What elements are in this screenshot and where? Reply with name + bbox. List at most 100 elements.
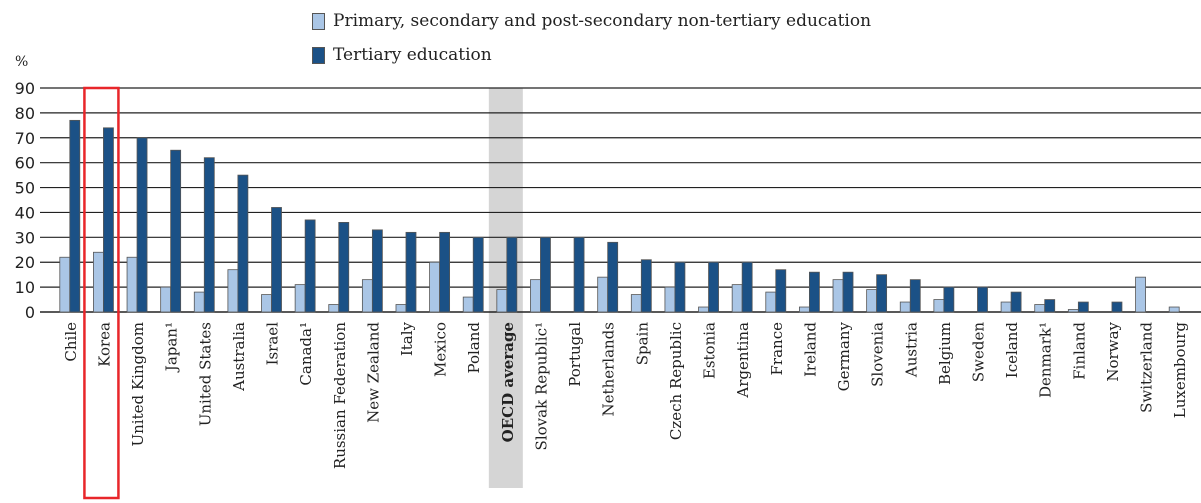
bar-tertiary-19 [708, 261, 719, 313]
bar-primary-16 [597, 276, 609, 313]
bar-primary-24 [866, 289, 878, 313]
bar-tertiary-12 [472, 236, 484, 313]
bar-tertiary-9 [371, 229, 383, 313]
x-label-7: Canada¹ [297, 322, 315, 386]
bar-tertiary-11 [439, 231, 451, 313]
x-label-16: Netherlands [600, 322, 618, 416]
x-label-13: OECD average [499, 322, 517, 442]
x-label-14: Slovak Republic¹ [532, 322, 550, 450]
y-tick-40: 40 [15, 203, 35, 222]
korea-highlight-box [83, 86, 120, 500]
x-label-17: Spain [633, 322, 651, 366]
legend-item-tertiary: Tertiary education [312, 44, 871, 66]
bar-tertiary-16 [607, 241, 619, 313]
bar-tertiary-25 [909, 279, 921, 313]
bar-primary-21 [765, 291, 777, 313]
x-label-33: Luxembourg [1171, 322, 1189, 419]
x-label-25: Austria [902, 322, 920, 378]
bar-primary-29 [1034, 304, 1046, 313]
x-label-8: Russian Federation [331, 322, 349, 469]
y-tick-0: 0 [25, 303, 35, 322]
x-label-15: Portugal [566, 322, 584, 387]
x-label-27: Sweden [969, 322, 987, 382]
bar-primary-11 [429, 261, 441, 313]
x-axis-labels: Chile Korea United Kingdom Japan¹ United Sta… [62, 321, 1189, 469]
bar-tertiary-6 [271, 207, 282, 313]
bar-tertiary-0 [69, 119, 81, 313]
bar-tertiary-31 [1111, 301, 1123, 313]
y-tick-30: 30 [15, 228, 35, 247]
bar-primary-6 [261, 294, 272, 313]
bar-primary-8 [328, 304, 340, 313]
legend: Primary, secondary and post-secondary no… [312, 10, 871, 78]
bar-tertiary-28 [1010, 291, 1022, 313]
bar-tertiary-4 [203, 157, 215, 313]
bar-tertiary-18 [674, 261, 686, 313]
bar-primary-14 [530, 279, 541, 313]
bar-tertiary-29 [1044, 299, 1056, 313]
bars [59, 119, 1180, 313]
bar-primary-20 [731, 284, 743, 313]
x-label-9: New Zealand [364, 322, 382, 423]
bar-tertiary-2 [136, 137, 148, 313]
legend-swatch-primary [312, 12, 325, 30]
bar-tertiary-20 [741, 261, 753, 313]
x-label-26: Belgium [936, 322, 954, 385]
bar-primary-28 [1000, 301, 1012, 313]
bar-primary-12 [462, 296, 474, 313]
bar-primary-33 [1168, 306, 1180, 313]
x-label-3: Japan¹ [163, 322, 181, 373]
x-label-2: United Kingdom [129, 322, 147, 447]
y-tick-60: 60 [15, 154, 35, 173]
bar-primary-3 [160, 286, 172, 313]
x-label-30: Finland [1070, 322, 1088, 380]
bar-tertiary-3 [170, 149, 182, 313]
bar-tertiary-30 [1077, 301, 1089, 313]
x-label-32: Switzerland [1138, 322, 1156, 413]
bar-tertiary-10 [405, 231, 417, 313]
bar-primary-19 [698, 306, 709, 313]
bar-primary-32 [1135, 276, 1146, 313]
y-axis-label: % [15, 54, 29, 70]
bar-primary-9 [361, 279, 373, 313]
legend-label-primary: Primary, secondary and post-secondary no… [333, 10, 872, 31]
x-label-22: Ireland [801, 322, 819, 377]
bar-tertiary-22 [808, 271, 820, 313]
bar-tertiary-24 [876, 274, 888, 313]
x-label-10: Italy [398, 321, 416, 356]
x-label-12: Poland [465, 322, 483, 374]
bar-tertiary-7 [304, 219, 316, 313]
y-tick-20: 20 [15, 253, 35, 272]
bar-tertiary-27 [977, 286, 988, 313]
legend-item-primary: Primary, secondary and post-secondary no… [312, 10, 871, 32]
x-label-20: Argentina [734, 322, 752, 399]
x-label-18: Czech Republic [667, 322, 685, 440]
x-label-24: Slovenia [869, 322, 887, 387]
bar-primary-1 [93, 251, 104, 313]
bar-primary-22 [798, 306, 810, 313]
bar-tertiary-17 [640, 259, 652, 313]
x-label-11: Mexico [432, 322, 450, 377]
bar-primary-17 [630, 294, 642, 313]
bar-tertiary-26 [943, 286, 955, 313]
bar-tertiary-8 [338, 221, 350, 313]
bar-primary-2 [126, 256, 138, 313]
bar-tertiary-21 [775, 269, 787, 313]
x-label-4: United States [196, 322, 214, 426]
x-label-21: France [768, 322, 786, 376]
bar-tertiary-14 [540, 236, 551, 313]
bar-primary-30 [1067, 309, 1079, 313]
bar-primary-10 [395, 304, 407, 313]
y-axis-ticks: 0 10 20 30 40 50 60 70 80 90 [15, 79, 35, 322]
x-label-29: Denmark¹ [1037, 322, 1055, 398]
x-label-0: Chile [62, 322, 80, 362]
legend-swatch-tertiary [312, 46, 325, 64]
bar-primary-5 [227, 269, 239, 313]
x-label-28: Iceland [1003, 322, 1021, 379]
bar-primary-26 [933, 299, 945, 313]
bar-primary-23 [832, 279, 844, 313]
x-label-19: Estonia [701, 322, 719, 379]
y-tick-70: 70 [15, 129, 35, 148]
bar-primary-0 [59, 256, 71, 313]
